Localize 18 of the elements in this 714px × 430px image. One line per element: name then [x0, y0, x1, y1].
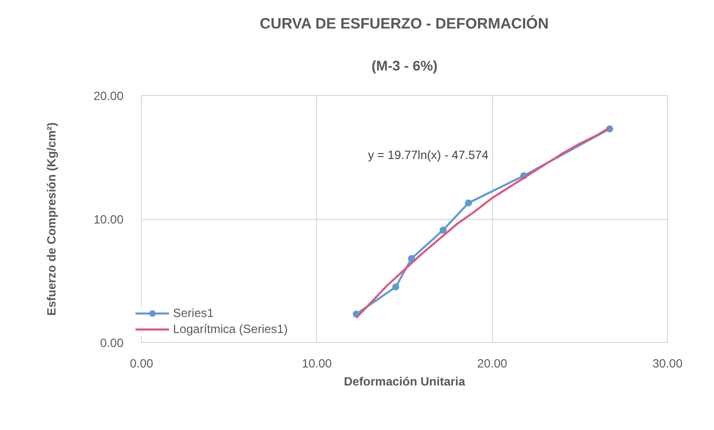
- point: [440, 226, 447, 234]
- annotation: y = 19.77ln(x) - 47.574: [368, 148, 489, 162]
- y-tick-label: 10.00: [93, 212, 124, 226]
- x-tick-label: 0.00: [130, 356, 154, 370]
- point: [408, 255, 416, 262]
- chart-title: CURVA DE ESFUERZO - DEFORMACIÓN: [260, 14, 549, 32]
- legend-label: Logarítmica (Series1): [173, 322, 288, 336]
- y-tick-label: 20.00: [93, 89, 124, 103]
- y-axis-title: Esfuerzo de Compresión (Kg/cm²): [44, 122, 58, 316]
- legend-label: Series1: [173, 306, 214, 320]
- chart-subtitle: (M-3 - 6%): [371, 58, 438, 74]
- x-tick-label: 10.00: [302, 356, 332, 370]
- point: [392, 283, 400, 290]
- x-tick-label: 30.00: [652, 356, 683, 370]
- x-tick-label: 20.00: [477, 356, 508, 370]
- point: [464, 199, 472, 206]
- x-axis-title: Deformación Unitaria: [344, 374, 466, 388]
- y-tick-label: 0.00: [100, 336, 124, 350]
